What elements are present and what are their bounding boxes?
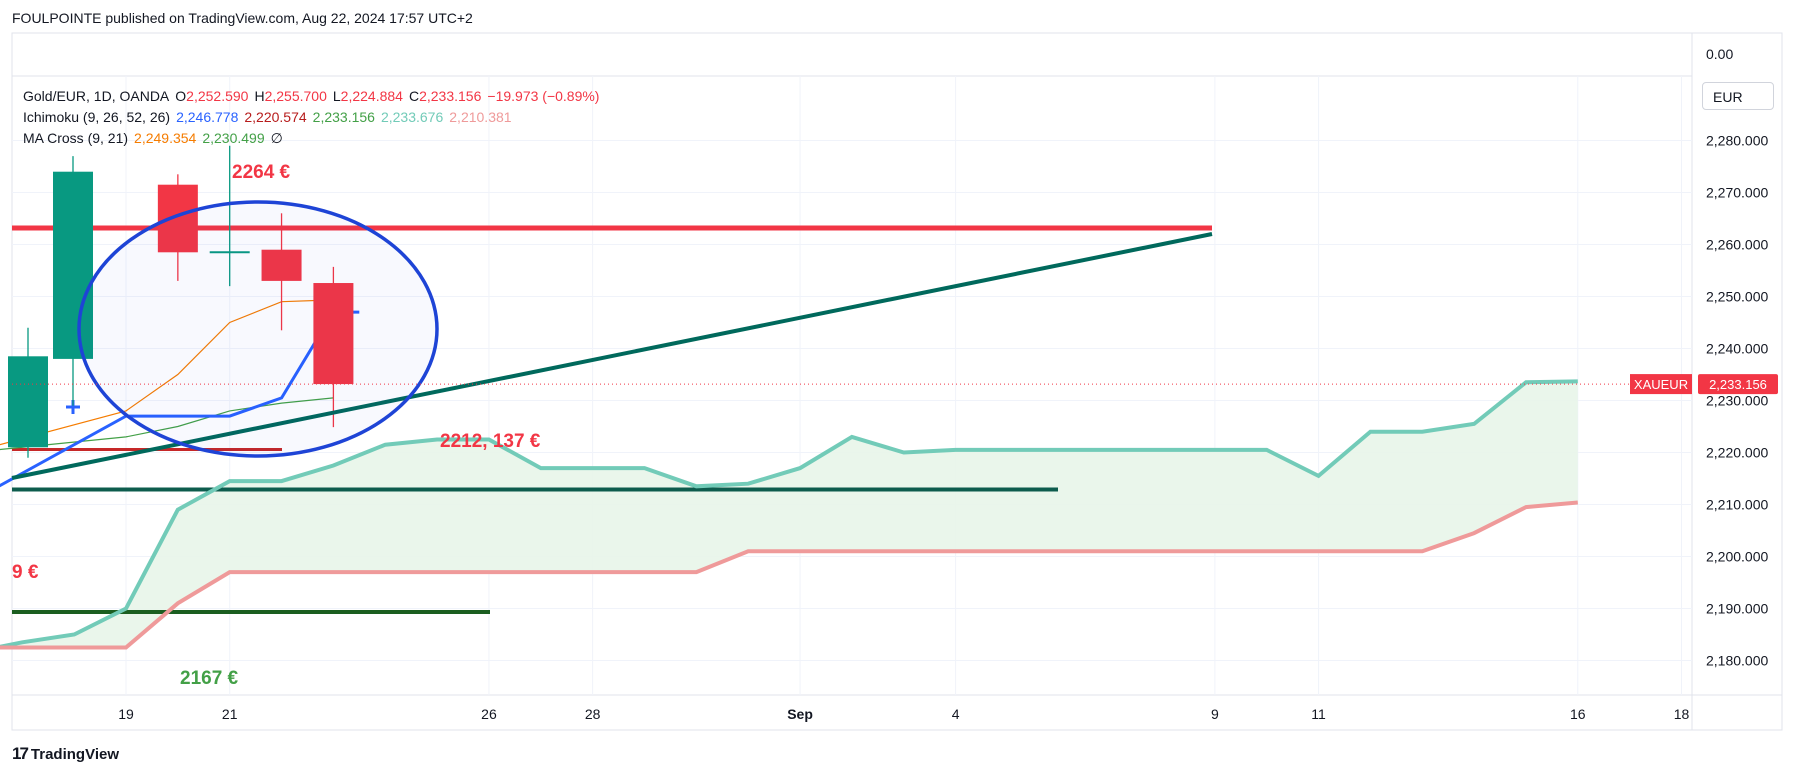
price-annotation: 9 € [12, 562, 39, 583]
price-annotation: 2167 € [180, 668, 239, 689]
price-tick-label: 2,190.000 [1706, 601, 1768, 617]
high-value: 2,255.700 [264, 88, 327, 104]
time-tick-label: 28 [585, 706, 601, 722]
time-tick-label: 9 [1211, 706, 1219, 722]
ichimoku-cloud [0, 381, 1578, 648]
price-tick-label: 2,230.000 [1706, 393, 1768, 409]
ichimoku-name: Ichimoku (9, 26, 52, 26) [23, 109, 171, 125]
drawings [11, 200, 1213, 480]
candle-body [261, 249, 302, 281]
price-annotation: 2212, 137 € [440, 431, 541, 452]
trend-line [11, 232, 1213, 480]
published-header: FOULPOINTE published on TradingView.com,… [12, 10, 473, 26]
candle-body [157, 184, 198, 253]
price-annotation: 2264 € [232, 162, 291, 183]
price-tick-label: 2,260.000 [1706, 237, 1768, 253]
candles [8, 145, 354, 458]
price-tick-label: 2,250.000 [1706, 289, 1768, 305]
ichimoku-span-b-value: 2,210.381 [449, 109, 512, 125]
time-axis[interactable]: 19212628Sep49111618232527 [118, 706, 1794, 722]
close-label: C [408, 88, 420, 104]
symbol-tag-bg [1630, 374, 1692, 395]
chart-legend: Gold/EUR, 1D, OANDA O2,252.590 H2,255.700 L… [23, 86, 605, 149]
time-tick-label: 4 [952, 706, 960, 722]
tradingview-logo-icon: 17 [12, 744, 29, 763]
ichimoku-tenkan-value: 2,246.778 [176, 109, 239, 125]
open-label: O [175, 88, 187, 104]
time-tick-label: 11 [1311, 706, 1326, 722]
price-axis[interactable]: 2,280.000 2,270.000 2,260.000 2,250.000 2,24… [1706, 46, 1768, 669]
price-tick-label: 2,240.000 [1706, 341, 1768, 357]
low-value: 2,224.884 [340, 88, 403, 104]
price-tick-label: 2,220.000 [1706, 445, 1768, 461]
low-label: L [332, 88, 341, 104]
highlight-ellipse [77, 200, 439, 458]
annotations: 2264 € 2212, 137 € 2167 € 9 € [12, 162, 541, 689]
ichimoku-legend-row[interactable]: Ichimoku (9, 26, 52, 26) 2,246.778 2,220.5… [23, 107, 605, 128]
time-tick-label: Sep [787, 706, 813, 722]
price-tick-label: 2,210.000 [1706, 497, 1768, 513]
price-tag-bg [1698, 374, 1778, 395]
ma-fast-value: 2,249.354 [134, 130, 197, 146]
ma-cross-symbol-icon: ∅ [270, 130, 283, 146]
tradingview-logo[interactable]: 17 TradingView [12, 744, 119, 764]
ma-cross-legend-row[interactable]: MA Cross (9, 21) 2,249.354 2,230.499 ∅ [23, 128, 605, 149]
price-tick-label: 2,180.000 [1706, 653, 1768, 669]
currency-button[interactable]: EUR [1702, 82, 1774, 110]
price-tick-label: 2,270.000 [1706, 185, 1768, 201]
price-tick-label: 2,280.000 [1706, 133, 1768, 149]
candle-body [53, 171, 93, 359]
price-tag-text: 2,233.156 [1709, 377, 1767, 392]
symbol-tag-text: XAUEUR [1634, 377, 1688, 392]
span-b-line [0, 500, 1578, 650]
time-tick-label: 19 [118, 706, 134, 722]
cloud-fill [0, 381, 1578, 648]
change-value: −19.973 (−0.89%) [487, 88, 600, 104]
ichimoku-chikou-value: 2,233.156 [312, 109, 375, 125]
symbol-legend-row[interactable]: Gold/EUR, 1D, OANDA O2,252.590 H2,255.700 L… [23, 86, 605, 107]
ichimoku-kijun-value: 2,220.574 [244, 109, 307, 125]
ma-slow-value: 2,230.499 [202, 130, 265, 146]
price-tick-label-top: 0.00 [1706, 46, 1733, 62]
tradingview-logo-text: TradingView [30, 745, 120, 763]
last-price-tag: XAUEUR 2,233.156 [12, 374, 1778, 395]
horizontal-lines [12, 225, 1212, 614]
price-tick-label: 2,200.000 [1706, 549, 1768, 565]
time-tick-label: 21 [222, 706, 238, 722]
ichimoku-span-a-value: 2,233.676 [380, 109, 444, 125]
ma-cross-name: MA Cross (9, 21) [23, 130, 129, 146]
time-tick-label: 16 [1570, 706, 1586, 722]
ma-slow-line [0, 397, 334, 451]
time-tick-label: 26 [481, 706, 497, 722]
high-label: H [254, 88, 265, 104]
candle-body [8, 356, 48, 448]
open-value: 2,252.590 [186, 88, 249, 104]
candle-body [313, 283, 354, 385]
time-tick-label: 18 [1674, 706, 1690, 722]
symbol-name: Gold/EUR, 1D, OANDA [23, 88, 170, 104]
ma-fast-line [0, 299, 334, 446]
span-a-line [0, 379, 1578, 649]
close-value: 2,233.156 [419, 88, 482, 104]
